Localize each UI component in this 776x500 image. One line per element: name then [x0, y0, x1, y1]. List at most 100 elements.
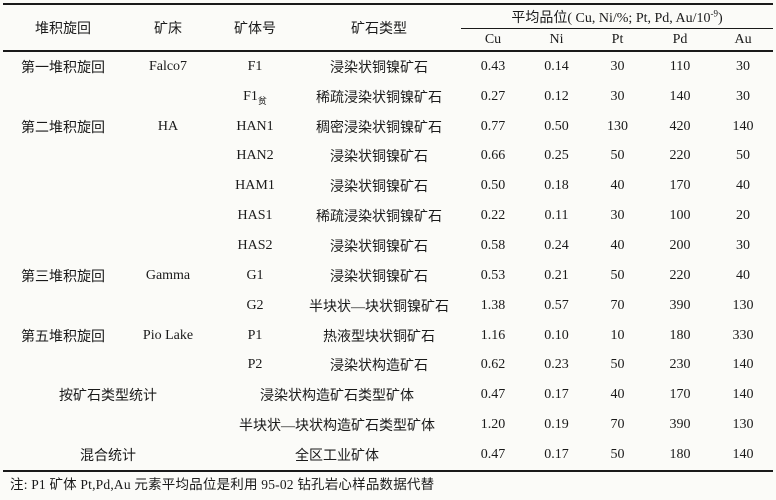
cell-cycle: [3, 291, 123, 321]
cell-deposit: Pio Lake: [142, 327, 194, 343]
table-row: F1贫 稀疏浸染状铜镍矿石 0.27 0.12 30 140 30: [3, 82, 773, 112]
cell-cycle: [3, 171, 123, 201]
cell-ore-type: 浸染状铜镍矿石: [330, 60, 428, 76]
cell-pt: 50: [610, 446, 625, 462]
col-header-au: Au: [734, 31, 752, 47]
cell-ni: 0.18: [544, 178, 569, 194]
cell-pd: 220: [669, 148, 691, 164]
col-header-ni: Ni: [549, 31, 564, 47]
cell-pd: 140: [669, 88, 691, 104]
table-row: 第五堆积旋回 Pio Lake P1 热液型块状铜矿石 1.16 0.10 10 180 330: [3, 321, 773, 351]
average-grade-table: 堆积旋回 矿床 矿体号 矿石类型 平均品位( Cu, Ni/%; Pt, Pd,…: [3, 3, 774, 472]
cell-pt: 30: [610, 88, 625, 104]
cell-ni: 0.17: [544, 446, 569, 462]
cell-ore-type: 浸染状构造矿石: [330, 359, 428, 375]
col-header-grade-group: 平均品位( Cu, Ni/%; Pt, Pd, Au/10-9): [461, 4, 774, 29]
cell-pd: 200: [669, 237, 691, 253]
cell-au: 130: [732, 417, 754, 433]
cell-pt: 30: [610, 58, 625, 74]
cell-ni: 0.23: [544, 357, 569, 373]
table-row: 第一堆积旋回 Falco7 F1 浸染状铜镍矿石 0.43 0.14 30 110 30: [3, 51, 773, 82]
table-row: 第三堆积旋回 Gamma G1 浸染状铜镍矿石 0.53 0.21 50 220 40: [3, 261, 773, 291]
table-footnote: 注: P1 矿体 Pt,Pd,Au 元素平均品位是利用 95-02 钻孔岩心样品…: [10, 477, 435, 492]
cell-cycle: [3, 231, 123, 261]
cell-au: 30: [736, 58, 751, 74]
table-row: HAN2 浸染状铜镍矿石 0.66 0.25 50 220 50: [3, 142, 773, 172]
cell-cycle: [3, 350, 123, 380]
header-row-elements: Cu Ni Pt Pd Au: [3, 29, 773, 52]
cell-ore-type: 浸染状铜镍矿石: [330, 239, 428, 255]
cell-ore-type: 热液型块状铜矿石: [323, 329, 435, 345]
cell-ni: 0.50: [544, 118, 569, 134]
cell-cu: 0.53: [480, 267, 506, 283]
cell-ore-type: 稀疏浸染状铜镍矿石: [316, 210, 442, 226]
cell-ni: 0.24: [544, 237, 569, 253]
cell-pd: 170: [669, 178, 691, 194]
cell-cycle: 第五堆积旋回: [21, 329, 105, 345]
cell-pt: 50: [610, 267, 625, 283]
table-row: HAM1 浸染状铜镍矿石 0.50 0.18 40 170 40: [3, 171, 773, 201]
cell-pt: 10: [610, 327, 625, 343]
cell-au: 140: [732, 118, 754, 134]
grade-group-label: 平均品位( Cu, Ni/%; Pt, Pd, Au/10: [511, 10, 711, 26]
cell-pt: 40: [610, 237, 625, 253]
cell-deposit: [123, 142, 213, 172]
col-header-deposit: 矿床: [154, 21, 182, 37]
cell-ore-type: 全区工业矿体: [295, 448, 379, 464]
cell-ore-body: HAS2: [237, 237, 273, 253]
cell-pt: 30: [610, 208, 625, 224]
cell-ni: 0.19: [544, 417, 569, 433]
cell-ore-body: P2: [247, 357, 263, 373]
cell-pt: 70: [610, 417, 625, 433]
cell-ore-body: HAS1: [237, 208, 273, 224]
cell-au: 30: [736, 88, 751, 104]
cell-au: 50: [736, 148, 751, 164]
cell-pd: 180: [669, 446, 691, 462]
cell-au: 140: [732, 446, 754, 462]
cell-deposit: [123, 171, 213, 201]
cell-au: 40: [736, 267, 751, 283]
table-row: HAS2 浸染状铜镍矿石 0.58 0.24 40 200 30: [3, 231, 773, 261]
cell-ore-body: G1: [246, 267, 264, 283]
grade-group-superscript: -9: [710, 7, 719, 18]
cell-cu: 0.27: [480, 88, 506, 104]
cell-ni: 0.17: [544, 387, 569, 403]
cell-ore-body: P1: [247, 327, 263, 343]
cell-ore-type: 浸染状铜镍矿石: [330, 180, 428, 196]
cell-pd: 180: [669, 327, 691, 343]
cell-cycle: [3, 82, 123, 112]
cell-stat-label: 按矿石类型统计: [59, 389, 157, 405]
cell-ore-type: 半块状—块状铜镍矿石: [309, 299, 449, 315]
cell-pt: 40: [610, 387, 625, 403]
cell-ore-body: HAN2: [236, 148, 274, 164]
cell-pt: 70: [610, 297, 625, 313]
col-header-ore-body: 矿体号: [234, 21, 276, 37]
cell-au: 40: [736, 178, 751, 194]
col-header-cu: Cu: [484, 31, 502, 47]
cell-au: 30: [736, 237, 751, 253]
cell-ni: 0.25: [544, 148, 569, 164]
cell-pd: 230: [669, 357, 691, 373]
cell-pd: 170: [669, 387, 691, 403]
cell-cu: 0.50: [480, 178, 506, 194]
cell-pd: 220: [669, 267, 691, 283]
table-row: G2 半块状—块状铜镍矿石 1.38 0.57 70 390 130: [3, 291, 773, 321]
cell-stat-label: [3, 410, 213, 440]
cell-pd: 390: [669, 417, 691, 433]
cell-cycle: [3, 142, 123, 172]
cell-cu: 0.43: [480, 58, 506, 74]
cell-cu: 1.16: [480, 327, 506, 343]
cell-au: 330: [732, 327, 754, 343]
table-row: 混合统计 全区工业矿体 0.47 0.17 50 180 140: [3, 440, 773, 471]
cell-pt: 40: [610, 178, 625, 194]
cell-deposit: [123, 231, 213, 261]
cell-ore-type: 半块状—块状构造矿石类型矿体: [239, 419, 435, 435]
cell-ni: 0.12: [544, 88, 569, 104]
cell-cu: 0.47: [480, 387, 506, 403]
cell-cycle: 第三堆积旋回: [21, 269, 105, 285]
col-header-ore-type: 矿石类型: [351, 21, 407, 37]
cell-au: 140: [732, 387, 754, 403]
cell-cycle: 第二堆积旋回: [21, 120, 105, 136]
cell-pt: 130: [607, 118, 628, 134]
cell-cu: 0.47: [480, 446, 506, 462]
